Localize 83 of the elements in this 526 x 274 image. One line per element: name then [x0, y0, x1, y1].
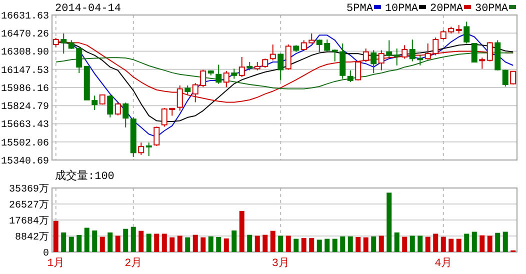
- bar: [294, 238, 299, 252]
- bar: [433, 234, 438, 252]
- bar: [224, 238, 229, 252]
- bar: [502, 232, 508, 252]
- bar: [386, 192, 392, 252]
- bar: [162, 234, 167, 252]
- y-tick-label: 16147.53: [0, 66, 49, 77]
- bar: [115, 236, 120, 252]
- bar: [456, 238, 462, 252]
- bar: [146, 234, 152, 252]
- bar: [232, 230, 237, 252]
- bar: [356, 236, 361, 252]
- bar: [286, 236, 291, 252]
- y-tick-label: 15824.79: [0, 102, 49, 114]
- bar: [254, 236, 260, 252]
- bar: [76, 234, 82, 252]
- bar: [363, 237, 368, 252]
- x-tick-label: 3月: [272, 257, 290, 270]
- bar: [154, 234, 160, 252]
- bar: [208, 236, 214, 252]
- y-tick-label: 15340.69: [0, 156, 49, 168]
- bar: [123, 228, 128, 252]
- bar: [247, 234, 252, 252]
- bar: [472, 232, 477, 252]
- y-tick-label: 15502.06: [0, 138, 49, 150]
- x-tick-label: 2月: [124, 257, 142, 270]
- bar: [378, 236, 384, 252]
- bar: [410, 236, 415, 252]
- bar: [138, 230, 144, 252]
- bar: [185, 237, 190, 252]
- bar: [262, 234, 268, 252]
- legend-label: 30PMA: [474, 3, 508, 15]
- bar: [216, 236, 222, 252]
- bar: [480, 235, 485, 252]
- legend-label: 5PMA: [346, 3, 374, 15]
- bar: [309, 238, 314, 252]
- bar: [68, 236, 74, 252]
- bar: [402, 236, 408, 252]
- bar: [487, 236, 492, 252]
- legend-label: 20PMA: [430, 3, 464, 15]
- bar: [440, 236, 446, 252]
- x-tick-label: 1月: [47, 257, 65, 270]
- y-tick-label: 15986.16: [0, 84, 49, 95]
- y-tick-label: 16470.26: [0, 30, 49, 41]
- bar: [61, 232, 66, 252]
- bar: [108, 232, 113, 252]
- bar: [464, 234, 470, 252]
- bar: [371, 236, 376, 252]
- bar: [200, 237, 206, 252]
- bar: [53, 220, 58, 252]
- y-tick-label: 16308.90: [0, 48, 49, 59]
- y-tick-label: 26527万: [8, 200, 49, 212]
- x-tick-label: 4月: [434, 257, 452, 270]
- bar: [270, 230, 276, 252]
- y-tick-label: 35369万: [8, 184, 49, 196]
- bar: [316, 240, 322, 252]
- chart-title: 成交量:100: [55, 169, 114, 183]
- bar: [425, 236, 430, 252]
- legend-label: 10PMA: [384, 3, 418, 15]
- bar: [324, 238, 330, 252]
- bar: [495, 232, 500, 252]
- bar: [278, 236, 284, 252]
- y-tick-label: 15663.43: [0, 120, 49, 132]
- chart-title: 2014-04-14: [55, 3, 122, 15]
- bar: [418, 236, 423, 252]
- bar: [348, 236, 353, 252]
- bar: [332, 238, 338, 252]
- bar: [130, 226, 136, 252]
- bar: [239, 210, 244, 252]
- y-tick-label: 16631.63: [0, 12, 49, 22]
- bar: [394, 232, 400, 252]
- bar: [84, 228, 90, 252]
- y-tick-label: 0: [42, 248, 49, 260]
- bar: [192, 234, 198, 252]
- bar: [170, 237, 175, 252]
- bar: [92, 230, 98, 252]
- y-tick-label: 17684万: [8, 216, 49, 228]
- bar: [301, 238, 306, 252]
- bar: [340, 236, 346, 252]
- bar: [448, 238, 454, 252]
- bar: [100, 236, 105, 252]
- y-tick-label: 8842万: [14, 232, 49, 244]
- bar: [177, 236, 182, 252]
